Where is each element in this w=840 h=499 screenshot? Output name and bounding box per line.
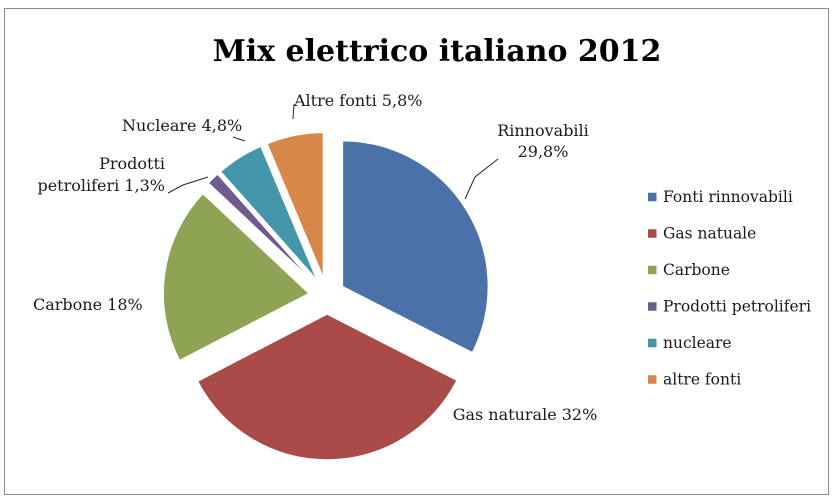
legend-label-prodotti-petroliferi: Prodotti petroliferi [663,298,811,316]
pie-slices [162,131,490,461]
leader-line-nucleare [232,136,246,142]
leader-lines [167,103,499,200]
legend-swatch-altre-fonti [648,375,657,384]
legend-swatch-fonti-rinnovabili [648,192,657,202]
data-label-nucleare: Nucleare 4,8% [122,116,242,135]
legend: Fonti rinnovabili Gas natuale Carbone Prodo… [648,188,811,389]
chart-title: Mix elettrico italiano 2012 [213,34,662,69]
legend-swatch-prodotti-petroliferi [648,302,657,311]
data-label-fonti-rinnovabili: Rinnovabili 29,8% [497,121,589,161]
legend-label-fonti-rinnovabili: Fonti rinnovabili [663,188,793,206]
data-label-gas-natuale: Gas naturale 32% [453,405,598,424]
leader-line-altre-fonti [292,103,295,120]
legend-swatch-gas-natuale [648,229,657,238]
pie-slice-prodotti-petroliferi [207,172,316,284]
data-labels: Rinnovabili 29,8% Gas naturale 32% Carbone … [33,91,597,424]
pie-slice-gas-natuale [196,313,459,461]
legend-label-gas-natuale: Gas natuale [663,225,756,243]
legend-swatch-carbone [648,265,657,275]
legend-label-carbone: Carbone [663,261,730,279]
leader-line-fonti-rinnovabili [464,158,499,200]
pie-slice-fonti-rinnovabili [341,139,490,354]
data-label-altre-fonti: Altre fonti 5,8% [293,91,422,110]
leader-line-prodotti-petroliferi [167,176,209,194]
data-label-prodotti-petroliferi: Prodotti petroliferi 1,3% [37,154,165,195]
pie-slice-carbone [162,192,311,362]
chart-frame: Mix elettrico italiano 2012 Rinnovabili 2… [4,8,829,495]
legend-label-nucleare: nucleare [663,334,732,352]
data-label-carbone: Carbone 18% [33,295,143,314]
legend-label-altre-fonti: altre fonti [663,371,741,389]
pie-slice-nucleare [219,145,319,282]
pie-chart: Mix elettrico italiano 2012 Rinnovabili 2… [33,34,811,461]
legend-swatch-nucleare [648,338,657,348]
pie-slice-altre-fonti [265,131,325,279]
